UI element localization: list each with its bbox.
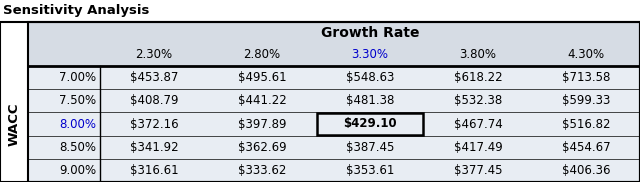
Text: 7.00%: 7.00% [59, 71, 96, 84]
Text: 2.80%: 2.80% [243, 48, 280, 62]
Text: $618.22: $618.22 [454, 71, 502, 84]
Text: 4.30%: 4.30% [568, 48, 605, 62]
Text: $441.22: $441.22 [237, 94, 286, 107]
Text: $417.49: $417.49 [454, 141, 502, 154]
Text: $495.61: $495.61 [237, 71, 286, 84]
Bar [0, 22, 640, 182]
Text: $548.63: $548.63 [346, 71, 394, 84]
Text: $454.67: $454.67 [562, 141, 611, 154]
Text: $353.61: $353.61 [346, 164, 394, 177]
Text: $408.79: $408.79 [130, 94, 179, 107]
Text: $316.61: $316.61 [130, 164, 179, 177]
Text: $406.36: $406.36 [562, 164, 611, 177]
Text: $453.87: $453.87 [130, 71, 178, 84]
Bar [317, 113, 423, 135]
Text: WACC: WACC [8, 102, 20, 146]
Text: 2.30%: 2.30% [136, 48, 173, 62]
Bar [28, 22, 640, 182]
Text: 3.30%: 3.30% [351, 48, 388, 62]
Text: Sensitivity Analysis: Sensitivity Analysis [3, 4, 149, 17]
Text: $532.38: $532.38 [454, 94, 502, 107]
Text: $377.45: $377.45 [454, 164, 502, 177]
Text: 7.50%: 7.50% [59, 94, 96, 107]
Text: $333.62: $333.62 [238, 164, 286, 177]
Bar [28, 22, 640, 66]
Text: 8.00%: 8.00% [59, 118, 96, 130]
Text: Growth Rate: Growth Rate [321, 26, 419, 40]
Text: $362.69: $362.69 [237, 141, 286, 154]
Text: $516.82: $516.82 [562, 118, 611, 130]
Text: $387.45: $387.45 [346, 141, 394, 154]
Text: $599.33: $599.33 [562, 94, 610, 107]
Text: $341.92: $341.92 [130, 141, 179, 154]
Text: $467.74: $467.74 [454, 118, 502, 130]
Text: $713.58: $713.58 [562, 71, 610, 84]
Bar [28, 66, 640, 182]
Text: $429.10: $429.10 [343, 118, 397, 130]
Text: 8.50%: 8.50% [59, 141, 96, 154]
Text: $397.89: $397.89 [237, 118, 286, 130]
Text: 9.00%: 9.00% [59, 164, 96, 177]
Text: $372.16: $372.16 [130, 118, 179, 130]
Text: $481.38: $481.38 [346, 94, 394, 107]
Text: 3.80%: 3.80% [460, 48, 497, 62]
